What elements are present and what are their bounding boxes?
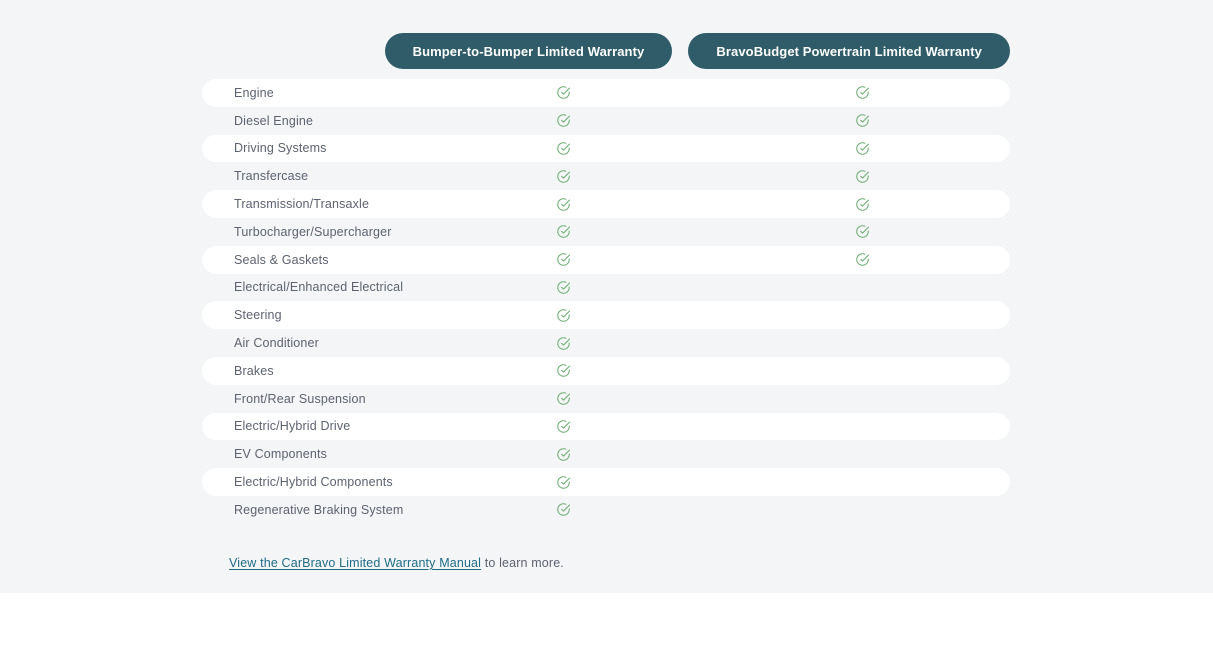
circle-check-icon xyxy=(554,84,572,102)
table-row: Transfercase xyxy=(202,162,1010,190)
feature-label: Transmission/Transaxle xyxy=(234,197,370,212)
circle-check-icon xyxy=(853,167,871,185)
table-row: Steering xyxy=(202,301,1010,330)
circle-check-icon xyxy=(554,445,572,463)
feature-label: Steering xyxy=(234,308,282,323)
circle-check-icon xyxy=(554,139,572,157)
table-row: Seals & Gaskets xyxy=(202,245,1010,274)
table-row: Regenerative Braking System xyxy=(202,496,1010,524)
circle-check-icon xyxy=(554,167,572,185)
table-row: Driving Systems xyxy=(202,134,1010,163)
circle-check-icon xyxy=(554,251,572,269)
circle-check-icon xyxy=(554,223,572,241)
circle-check-icon xyxy=(554,195,572,213)
table-row: Engine xyxy=(202,79,1010,107)
circle-check-icon xyxy=(853,223,871,241)
warranty-feature-table: Engine Diesel Engine Driving Systems Transf… xyxy=(202,79,1010,524)
table-row: Transmission/Transaxle xyxy=(202,190,1010,218)
footer-note: View the CarBravo Limited Warranty Manua… xyxy=(229,556,564,570)
circle-check-icon xyxy=(853,112,871,130)
feature-label: Electric/Hybrid Components xyxy=(234,475,393,490)
feature-label: Turbocharger/Supercharger xyxy=(234,224,392,239)
footer-trailing-text: to learn more. xyxy=(481,556,564,570)
circle-check-icon xyxy=(554,473,572,491)
feature-label: Brakes xyxy=(234,363,274,378)
feature-label: Engine xyxy=(234,85,274,100)
feature-label: Diesel Engine xyxy=(234,113,314,128)
table-row: Electrical/Enhanced Electrical xyxy=(202,274,1010,302)
feature-label: EV Components xyxy=(234,447,327,462)
table-row: EV Components xyxy=(202,440,1010,468)
table-row: Electric/Hybrid Drive xyxy=(202,412,1010,441)
table-row: Diesel Engine xyxy=(202,107,1010,135)
tab-bravobudget-powertrain[interactable]: BravoBudget Powertrain Limited Warranty xyxy=(688,33,1010,69)
circle-check-icon xyxy=(853,139,871,157)
circle-check-icon xyxy=(853,195,871,213)
circle-check-icon xyxy=(554,306,572,324)
feature-label: Driving Systems xyxy=(234,141,327,156)
circle-check-icon xyxy=(554,417,572,435)
feature-label: Seals & Gaskets xyxy=(234,252,329,267)
table-row: Air Conditioner xyxy=(202,329,1010,357)
table-row: Electric/Hybrid Components xyxy=(202,468,1010,496)
circle-check-icon xyxy=(554,501,572,519)
feature-label: Front/Rear Suspension xyxy=(234,391,366,406)
warranty-tab-bar: Bumper-to-Bumper Limited Warranty BravoB… xyxy=(202,33,1010,69)
table-row: Brakes xyxy=(202,356,1010,385)
circle-check-icon xyxy=(554,334,572,352)
feature-label: Electric/Hybrid Drive xyxy=(234,419,351,434)
circle-check-icon xyxy=(554,278,572,296)
table-row: Front/Rear Suspension xyxy=(202,385,1010,413)
feature-label: Transfercase xyxy=(234,169,309,184)
warranty-panel: Bumper-to-Bumper Limited Warranty BravoB… xyxy=(0,0,1213,593)
feature-label: Air Conditioner xyxy=(234,336,319,351)
warranty-manual-link[interactable]: View the CarBravo Limited Warranty Manua… xyxy=(229,556,482,570)
circle-check-icon xyxy=(554,390,572,408)
circle-check-icon xyxy=(554,362,572,380)
feature-label: Regenerative Braking System xyxy=(234,502,404,517)
circle-check-icon xyxy=(853,251,871,269)
circle-check-icon xyxy=(554,112,572,130)
circle-check-icon xyxy=(853,84,871,102)
tab-bumper-to-bumper[interactable]: Bumper-to-Bumper Limited Warranty xyxy=(384,33,673,69)
feature-label: Electrical/Enhanced Electrical xyxy=(234,280,404,295)
table-row: Turbocharger/Supercharger xyxy=(202,218,1010,246)
